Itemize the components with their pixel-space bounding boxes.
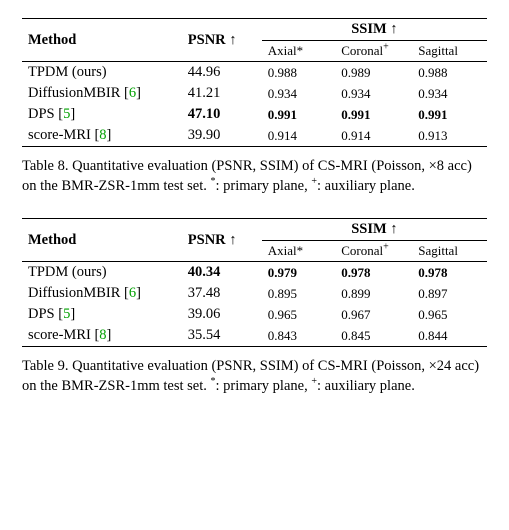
- cell-sagittal: 0.978: [412, 262, 487, 284]
- cell-axial: 0.843: [262, 325, 336, 347]
- cell-psnr: 39.90: [182, 125, 262, 147]
- cell-axial: 0.965: [262, 304, 336, 325]
- header-method: Method: [22, 219, 182, 262]
- cell-sagittal: 0.844: [412, 325, 487, 347]
- sub-coronal: Coronal+: [335, 41, 412, 62]
- results-table-9: Method PSNR ↑ SSIM ↑ Axial* Coronal+ Sag…: [22, 218, 487, 347]
- sub-sagittal: Sagittal: [412, 41, 487, 62]
- cell-psnr: 47.10: [182, 104, 262, 125]
- cell-psnr: 39.06: [182, 304, 262, 325]
- citation-link[interactable]: 8: [99, 127, 106, 143]
- cell-method: score-MRI [8]: [22, 125, 182, 147]
- header-method: Method: [22, 19, 182, 62]
- table-row: DPS [5]39.060.9650.9670.965: [22, 304, 487, 325]
- cell-psnr: 41.21: [182, 83, 262, 104]
- citation-link[interactable]: 6: [129, 85, 136, 101]
- header-psnr: PSNR ↑: [182, 19, 262, 62]
- cell-sagittal: 0.934: [412, 83, 487, 104]
- table-row: TPDM (ours)40.340.9790.9780.978: [22, 262, 487, 284]
- cell-coronal: 0.978: [335, 262, 412, 284]
- results-table-8: Method PSNR ↑ SSIM ↑ Axial* Coronal+ Sag…: [22, 18, 487, 147]
- header-ssim: SSIM ↑: [262, 219, 487, 241]
- cell-method: DPS [5]: [22, 304, 182, 325]
- table-row: score-MRI [8]35.540.8430.8450.844: [22, 325, 487, 347]
- table-row: DPS [5]47.100.9910.9910.991: [22, 104, 487, 125]
- cell-psnr: 44.96: [182, 62, 262, 84]
- cell-axial: 0.934: [262, 83, 336, 104]
- cell-coronal: 0.934: [335, 83, 412, 104]
- table-8-caption: Table 8. Quantitative evaluation (PSNR, …: [22, 157, 487, 196]
- cell-coronal: 0.967: [335, 304, 412, 325]
- table-row: DiffusionMBIR [6]37.480.8950.8990.897: [22, 283, 487, 304]
- cell-axial: 0.895: [262, 283, 336, 304]
- cell-axial: 0.979: [262, 262, 336, 284]
- cell-method: TPDM (ours): [22, 62, 182, 84]
- cell-method: DPS [5]: [22, 104, 182, 125]
- cell-axial: 0.914: [262, 125, 336, 147]
- sub-coronal: Coronal+: [335, 241, 412, 262]
- cell-coronal: 0.991: [335, 104, 412, 125]
- cell-psnr: 40.34: [182, 262, 262, 284]
- cell-psnr: 37.48: [182, 283, 262, 304]
- table-row: DiffusionMBIR [6]41.210.9340.9340.934: [22, 83, 487, 104]
- sub-axial: Axial*: [262, 41, 336, 62]
- cell-method: score-MRI [8]: [22, 325, 182, 347]
- cell-sagittal: 0.965: [412, 304, 487, 325]
- citation-link[interactable]: 6: [129, 285, 136, 301]
- table-8: Method PSNR ↑ SSIM ↑ Axial* Coronal+ Sag…: [22, 18, 487, 147]
- citation-link[interactable]: 8: [99, 327, 106, 343]
- cell-method: DiffusionMBIR [6]: [22, 283, 182, 304]
- cell-sagittal: 0.897: [412, 283, 487, 304]
- sub-axial: Axial*: [262, 241, 336, 262]
- header-psnr: PSNR ↑: [182, 219, 262, 262]
- table-9: Method PSNR ↑ SSIM ↑ Axial* Coronal+ Sag…: [22, 218, 487, 347]
- cell-psnr: 35.54: [182, 325, 262, 347]
- table-9-caption: Table 9. Quantitative evaluation (PSNR, …: [22, 357, 487, 396]
- table-row: TPDM (ours)44.960.9880.9890.988: [22, 62, 487, 84]
- cell-sagittal: 0.988: [412, 62, 487, 84]
- cell-sagittal: 0.991: [412, 104, 487, 125]
- cell-coronal: 0.845: [335, 325, 412, 347]
- table-row: score-MRI [8]39.900.9140.9140.913: [22, 125, 487, 147]
- sub-sagittal: Sagittal: [412, 241, 487, 262]
- cell-axial: 0.988: [262, 62, 336, 84]
- cell-axial: 0.991: [262, 104, 336, 125]
- cell-sagittal: 0.913: [412, 125, 487, 147]
- cell-method: TPDM (ours): [22, 262, 182, 284]
- cell-coronal: 0.989: [335, 62, 412, 84]
- cell-coronal: 0.914: [335, 125, 412, 147]
- cell-method: DiffusionMBIR [6]: [22, 83, 182, 104]
- header-ssim: SSIM ↑: [262, 19, 487, 41]
- cell-coronal: 0.899: [335, 283, 412, 304]
